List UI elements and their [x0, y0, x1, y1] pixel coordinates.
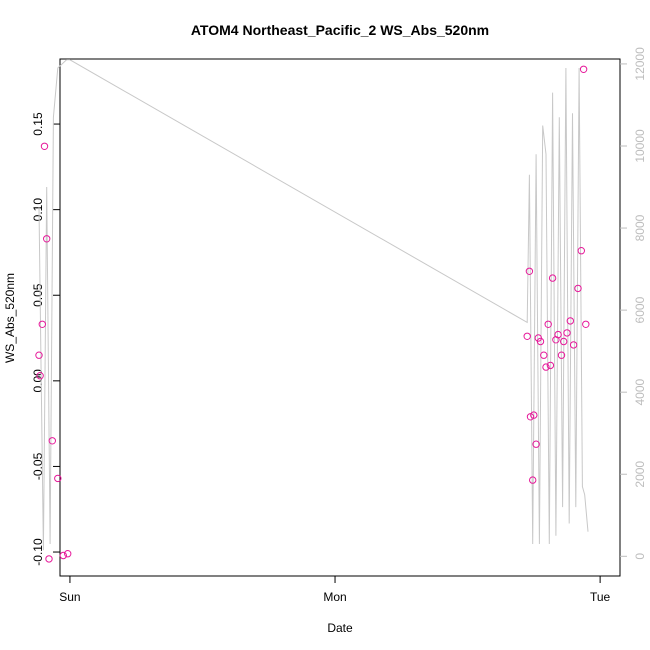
data-point: [59, 551, 67, 560]
data-point: [523, 332, 531, 340]
y2-tick-label: 12000: [633, 47, 647, 81]
data-point: [36, 372, 44, 380]
data-point: [40, 142, 49, 151]
y-tick-label: 0.05: [31, 283, 45, 307]
x-axis-label: Date: [327, 621, 353, 635]
data-point: [579, 65, 588, 74]
y-tick-label: -0.10: [31, 538, 45, 566]
y2-tick-label: 8000: [633, 214, 647, 241]
y2-tick-label: 6000: [633, 296, 647, 323]
y2-tick-label: 2000: [633, 461, 647, 488]
y-axis-label: WS_Abs_520nm: [3, 273, 17, 363]
plot-frame: [59, 58, 621, 577]
y2-tick-label: 10000: [633, 129, 647, 163]
data-point: [574, 284, 582, 293]
y2-tick-label: 0: [633, 553, 647, 560]
y-tick-label: 0.00: [31, 369, 45, 393]
y-tick-label: 0.10: [31, 198, 45, 222]
data-point: [54, 474, 62, 483]
data-point: [64, 550, 72, 558]
data-point: [532, 440, 540, 448]
data-point: [548, 274, 557, 282]
data-point: [582, 320, 590, 328]
data-point: [563, 329, 571, 337]
data-point: [536, 337, 545, 346]
data-point: [43, 235, 51, 243]
depth-line: [38, 59, 589, 551]
x-axis: Sun Mon Tue: [59, 576, 611, 604]
y-axis-right: 0 2000 4000 6000 8000 10000 12000: [620, 47, 647, 560]
data-point: [45, 555, 53, 563]
y-tick-label: -0.05: [31, 452, 45, 480]
data-point: [48, 437, 56, 445]
data-point: [577, 247, 585, 255]
data-point: [554, 330, 562, 339]
data-point: [569, 341, 578, 349]
data-point: [540, 351, 548, 359]
data-point: [529, 476, 537, 484]
data-point: [546, 361, 555, 370]
y-tick-label: 0.15: [31, 112, 45, 136]
x-tick-label: Mon: [323, 590, 346, 604]
data-point: [544, 320, 552, 328]
data-point: [35, 351, 43, 359]
x-tick-label: Sun: [59, 590, 80, 604]
data-point: [566, 317, 574, 325]
data-point: [557, 351, 566, 359]
data-point: [560, 337, 568, 346]
series-layer: [35, 59, 590, 563]
x-tick-label: Tue: [590, 590, 611, 604]
chart-title: ATOM4 Northeast_Pacific_2 WS_Abs_520nm: [191, 22, 489, 38]
data-point: [38, 320, 46, 328]
y2-tick-label: 4000: [633, 379, 647, 406]
data-point: [542, 363, 550, 371]
data-point: [530, 411, 538, 419]
data-point: [525, 267, 534, 275]
